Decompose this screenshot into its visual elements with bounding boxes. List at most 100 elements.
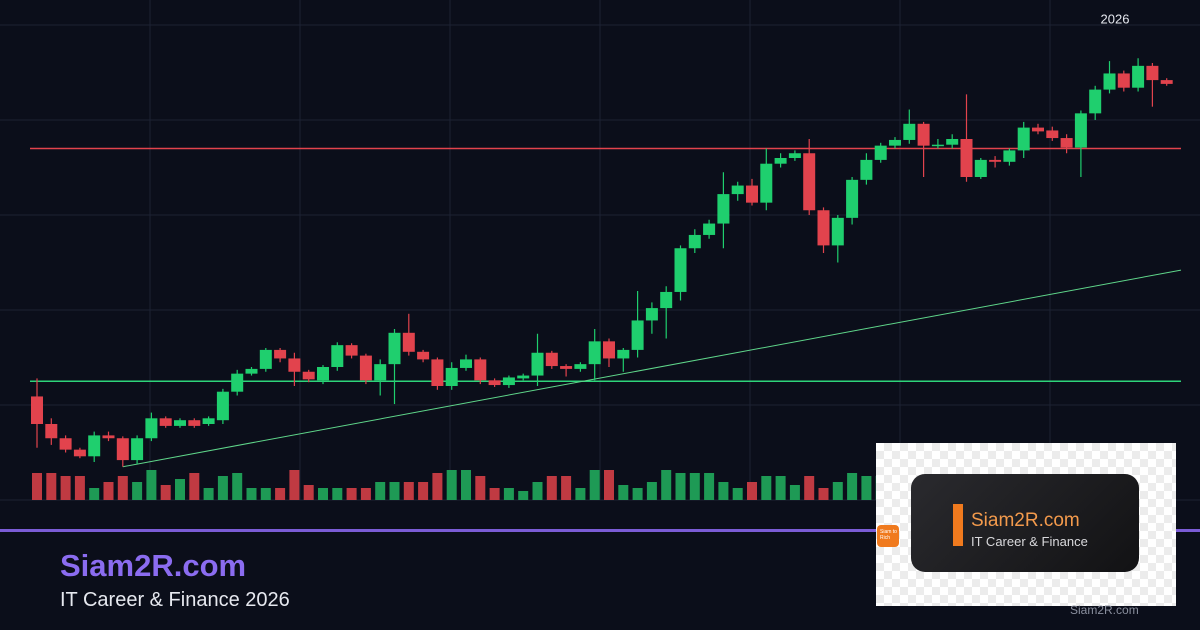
volume-bar [160,485,171,500]
candle-body [274,349,287,359]
volume-bar [503,488,514,500]
candle-body [874,145,887,160]
candle-body [388,332,401,365]
volume-bar [461,470,471,500]
overlay-card: Siam2R.com IT Career & Finance [911,474,1139,572]
candle-body [603,341,615,359]
candle-body [846,179,859,218]
card-subtitle: IT Career & Finance [971,534,1088,549]
volume-bar [832,482,843,500]
volume-bar [489,488,500,500]
volume-bar [675,473,686,500]
volume-bar [275,488,286,500]
volume-bar [847,473,858,500]
volume-bar [46,473,57,500]
candle-body [703,223,716,235]
vertical-grid [149,0,1051,500]
candle-body [903,123,916,140]
candle-body [1160,80,1173,84]
volume-bar [146,470,157,500]
volume-bar [303,485,314,500]
candle-body [202,418,215,424]
candle-body [989,159,1002,162]
candle-body [645,308,658,321]
volume-bar [60,476,71,500]
candle-body [974,159,987,177]
candle-body [617,349,630,359]
brand-title: Siam2R.com [60,548,247,583]
volume-bar [818,488,829,500]
volume-bar [561,476,572,500]
volume-bar [704,473,715,500]
candle-body [345,345,358,356]
volume-bar [775,476,786,500]
volume-bar [518,491,529,500]
trend-line [122,269,1182,468]
candle-body [445,367,458,386]
candle-body [1060,138,1073,148]
candle-body [774,158,787,164]
volume-bar [575,488,586,500]
volume-bar [446,470,457,500]
candle-body [116,438,129,461]
volume-bar [532,482,543,500]
candle-body [31,396,43,424]
volume-bar [689,473,700,500]
candle-body [131,438,144,461]
volume-bar [74,476,85,500]
candle-body [245,368,258,374]
candle-body [374,364,387,381]
candle-body [817,210,830,246]
candle-body [502,377,515,386]
logo: Siam to Rich [877,525,899,547]
volume-bar [418,482,429,500]
candle-body [45,424,58,439]
candle-body [159,418,172,426]
candle-body [102,435,115,439]
candle-body [402,332,415,352]
candle-body [474,359,487,381]
volume-bar [246,488,257,500]
year-annotation: 2026 [1101,11,1130,26]
candle-body [359,355,372,381]
candle-body [531,352,544,376]
volume-bar [732,488,743,500]
volume-bar [389,482,400,500]
candle-body [860,159,873,180]
candles [31,58,1173,467]
volume-bar [747,482,757,500]
volume-bar [32,473,42,500]
candle-body [517,375,530,379]
volume-bar [546,476,557,500]
volume-bar [661,470,672,500]
volume-bar [103,482,114,500]
volume-bar [403,482,414,500]
candle-body [917,123,930,146]
volume-bar [203,488,214,500]
candle-body [831,217,844,246]
volume-bar [289,470,300,500]
candle-body [560,366,573,369]
volume-bar [232,473,243,500]
card-title: Siam2R.com [971,510,1080,531]
candle-body [889,139,901,146]
volume-bar [217,476,228,500]
candle-body [631,320,644,350]
volume-bar [175,479,185,500]
candle-body [417,351,430,360]
candle-body [1074,113,1087,148]
candle-body [1032,127,1044,132]
volume-bar [718,482,729,500]
candle-body [746,185,758,203]
volume-bar [804,476,815,500]
volume-bar [360,488,371,500]
volume-bar [789,485,800,500]
candle-body [946,139,959,145]
candle-body [288,358,301,372]
candle-body [674,248,687,292]
volume-bar [761,476,772,500]
candle-body [174,420,186,426]
volume-bar [604,470,614,500]
volume-bar [117,476,128,500]
